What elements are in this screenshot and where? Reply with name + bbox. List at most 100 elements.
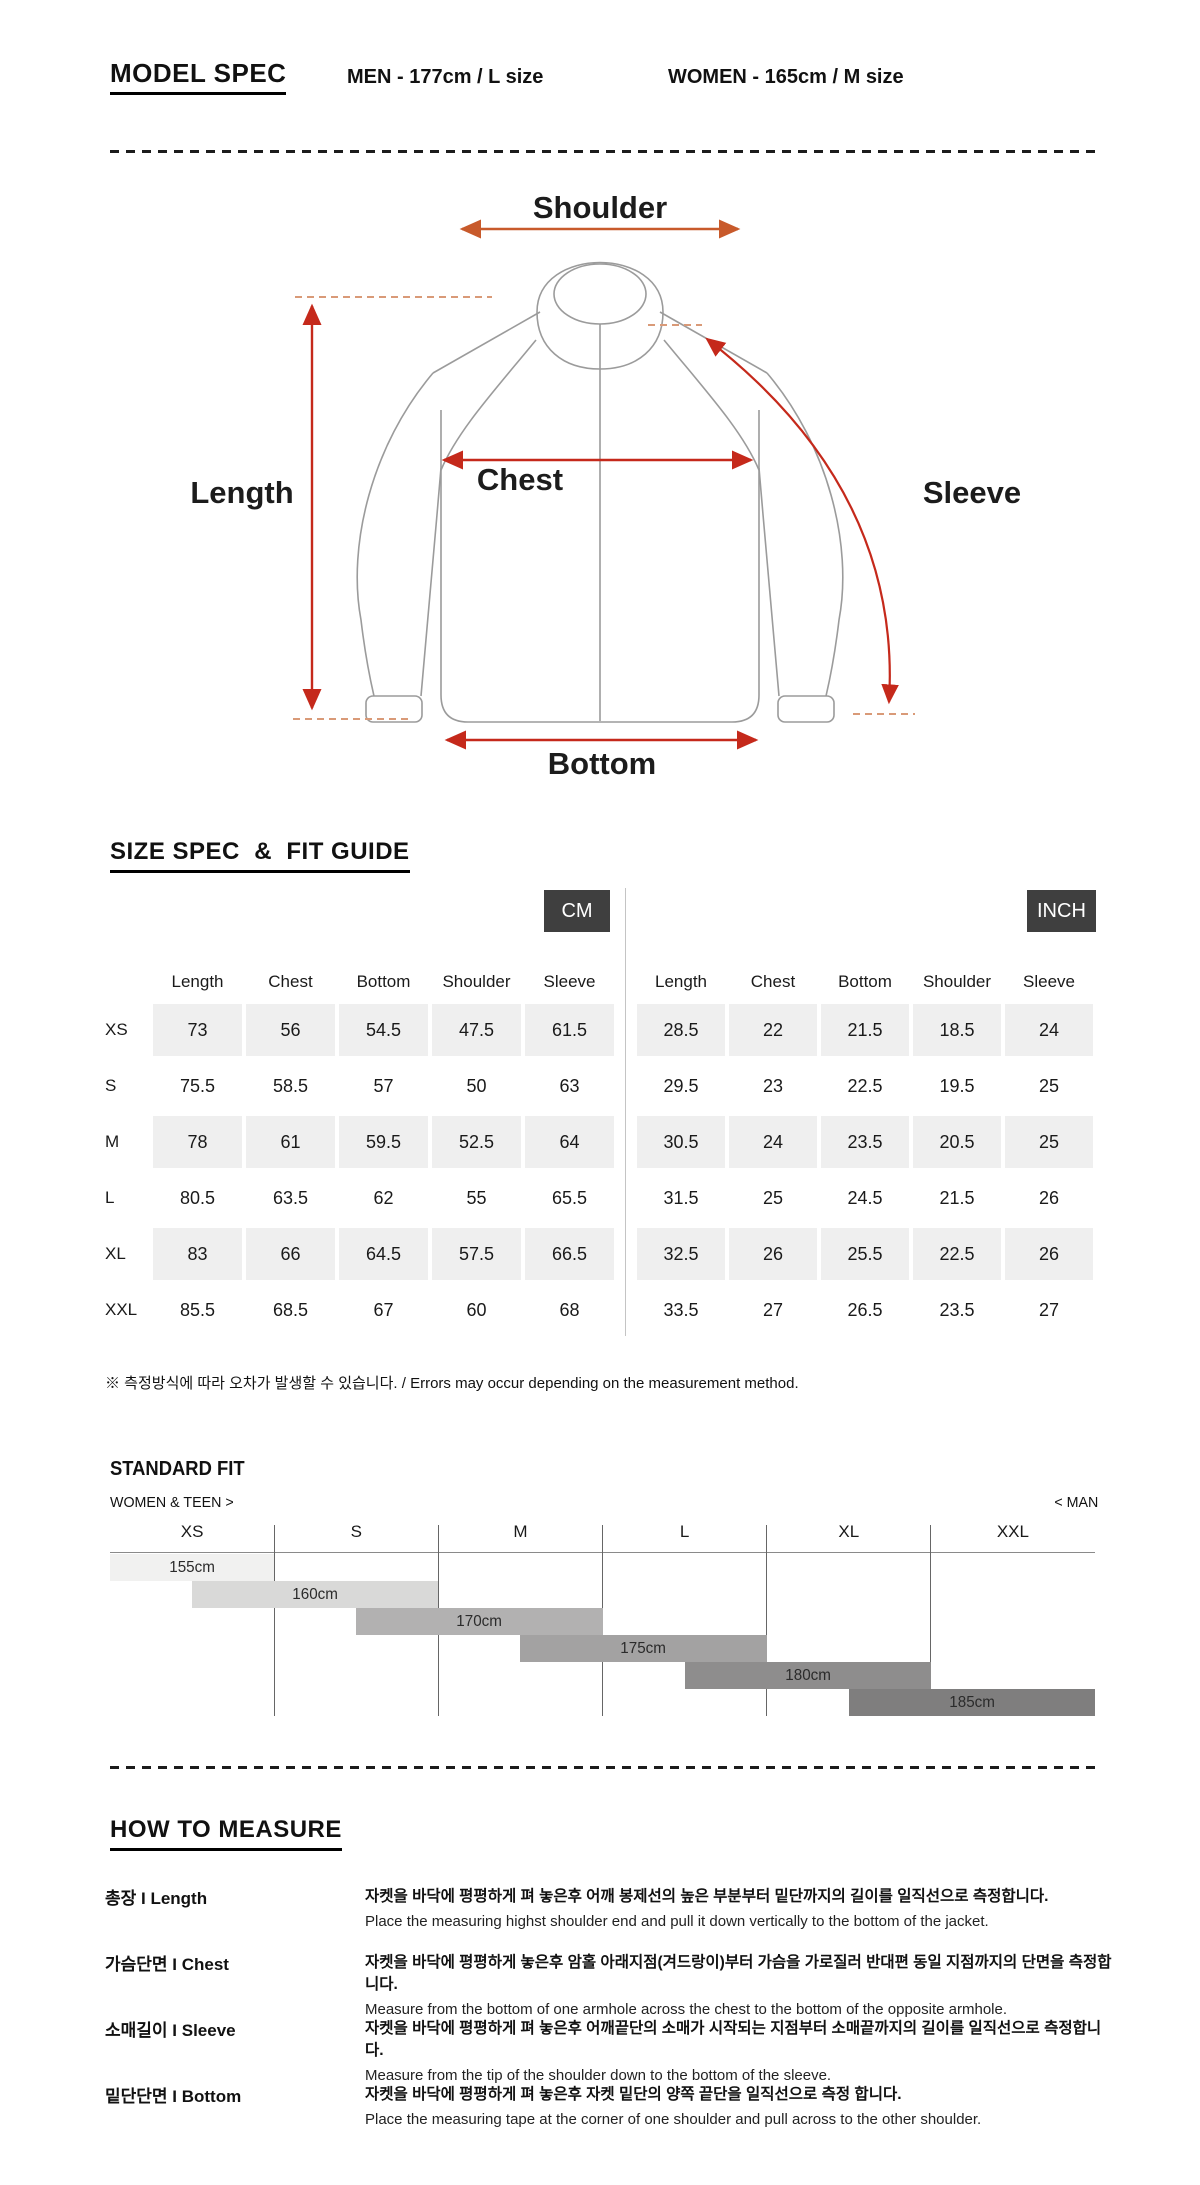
fit-bar-label: 180cm xyxy=(784,1667,831,1684)
measure-desc-korean: 자켓을 바닥에 평평하게 펴 놓은후 어깨끝단의 소매가 시작되는 지점부터 소… xyxy=(365,2020,1102,2059)
fit-bar-label: 160cm xyxy=(292,1586,339,1603)
table-cell: 23.5 xyxy=(821,1116,909,1168)
standard-fit-heading: STANDARD FIT xyxy=(110,1458,245,1480)
table-cell: 25.5 xyxy=(821,1228,909,1280)
table-cell: 29.5 xyxy=(663,1076,699,1096)
chest-label: Chest xyxy=(477,462,563,497)
measure-row-desc: 자켓을 바닥에 평평하게 놓은후 암홀 아래지점(겨드랑이)부터 가슴을 가로질… xyxy=(365,1950,1115,2018)
table-cell: 61.5 xyxy=(525,1004,614,1056)
table-cell: 47.5 xyxy=(432,1004,521,1056)
table-cell: 22.5 xyxy=(847,1076,883,1096)
measure-desc-korean: 자켓을 바닥에 평평하게 펴 놓은후 어깨 봉제선의 높은 부분부터 밑단까지의… xyxy=(365,1888,1049,1905)
table-cell: 80.5 xyxy=(179,1188,216,1208)
table-cell: 33.5 xyxy=(663,1300,699,1320)
fit-category-label: L xyxy=(679,1522,690,1541)
table-cell: 18.5 xyxy=(913,1004,1001,1056)
table-cell: 59.5 xyxy=(339,1116,428,1168)
table-cell: 55 xyxy=(466,1188,487,1208)
table-cell: 75.5 xyxy=(179,1076,216,1096)
table-cell: 23 xyxy=(762,1076,784,1096)
table-cell: 24 xyxy=(1005,1004,1093,1056)
table-cell: 26 xyxy=(729,1228,817,1280)
table-corner xyxy=(105,992,149,1000)
fit-man-label: < MAN xyxy=(1054,1494,1098,1511)
fit-bar: 180cm xyxy=(684,1662,931,1689)
sleeve-arrow xyxy=(705,337,899,705)
table-cell: 62 xyxy=(373,1188,394,1208)
measure-desc-korean: 자켓을 바닥에 평평하게 펴 놓은후 자켓 밑단의 양쪽 끝단을 일직선으로 측… xyxy=(365,2086,902,2103)
dimension-ticks xyxy=(293,296,915,720)
how-to-measure-heading: HOW TO MEASURE xyxy=(110,1816,342,1851)
column-header: Shoulder xyxy=(922,972,992,991)
table-cell: 21.5 xyxy=(821,1004,909,1056)
fit-category-label: S xyxy=(350,1522,362,1541)
fit-category-label: XL xyxy=(838,1522,860,1541)
table-cell: 24 xyxy=(729,1116,817,1168)
fit-bar: 155cm xyxy=(110,1554,275,1581)
table-cell: 28.5 xyxy=(637,1004,725,1056)
table-cell: 64 xyxy=(525,1116,614,1168)
measure-row-desc: 자켓을 바닥에 평평하게 펴 놓은후 자켓 밑단의 양쪽 끝단을 일직선으로 측… xyxy=(365,2082,1115,2128)
measure-row-desc: 자켓을 바닥에 평평하게 펴 놓은후 어깨 봉제선의 높은 부분부터 밑단까지의… xyxy=(365,1884,1115,1930)
table-cell: 50 xyxy=(466,1076,487,1096)
size-table-cm: Length Chest Bottom Shoulder Sleeve XS 73 56 54.… xyxy=(105,956,614,1336)
fit-column-divider xyxy=(273,1525,275,1716)
table-cell: 25 xyxy=(1038,1076,1060,1096)
measure-desc-korean: 자켓을 바닥에 평평하게 놓은후 암홀 아래지점(겨드랑이)부터 가슴을 가로질… xyxy=(365,1954,1112,1993)
measure-row-desc: 자켓을 바닥에 평평하게 펴 놓은후 어깨끝단의 소매가 시작되는 지점부터 소… xyxy=(365,2016,1115,2084)
jacket-measurement-diagram: Shoulder Length Chest Sleeve Bottom xyxy=(190,190,1021,781)
length-label: Length xyxy=(190,475,293,510)
table-cell: 73 xyxy=(153,1004,242,1056)
column-header: Sleeve xyxy=(1023,972,1075,991)
table-cell: 57.5 xyxy=(432,1228,521,1280)
table-cell: 54.5 xyxy=(339,1004,428,1056)
fit-bar: 185cm xyxy=(848,1689,1095,1716)
column-header: Shoulder xyxy=(442,972,511,991)
column-header: Length xyxy=(655,972,707,991)
fit-bar-label: 185cm xyxy=(949,1694,995,1711)
table-cell: 67 xyxy=(373,1300,394,1320)
fit-column-divider xyxy=(602,1525,603,1716)
fit-category-label: M xyxy=(513,1522,528,1541)
table-cell: 63 xyxy=(559,1076,580,1096)
measurement-error-note: ※ 측정방식에 따라 오차가 발생할 수 있습니다. / Errors may … xyxy=(105,1375,799,1392)
table-cell: 64.5 xyxy=(339,1228,428,1280)
table-cell: 63.5 xyxy=(272,1188,309,1208)
measure-desc-english: Place the measuring highst shoulder end … xyxy=(365,1913,989,1930)
how-to-measure-rows: 총장 I Length 자켓을 바닥에 평평하게 펴 놓은후 어깨 봉제선의 높은… xyxy=(105,1884,1115,2184)
measure-desc-english: Measure from the bottom of one armhole a… xyxy=(365,2001,1008,2018)
table-cell: 27 xyxy=(1038,1300,1060,1320)
table-cell: 52.5 xyxy=(432,1116,521,1168)
table-cell: 57 xyxy=(373,1076,394,1096)
column-header: Bottom xyxy=(838,972,892,991)
table-cell: 23.5 xyxy=(939,1300,975,1320)
size-spec-heading: SIZE SPEC & FIT GUIDE xyxy=(110,838,410,873)
table-divider-line xyxy=(625,888,626,1336)
column-header: Length xyxy=(171,972,224,991)
table-cell: 66.5 xyxy=(525,1228,614,1280)
table-cell: 26.5 xyxy=(847,1300,883,1320)
table-cell: 32.5 xyxy=(637,1228,725,1280)
table-cell: 24.5 xyxy=(847,1188,883,1208)
fit-size-labels: XS S M L XL XXL xyxy=(110,1522,1095,1550)
model-spec-men: MEN - 177cm / L size xyxy=(347,66,544,88)
fit-bar-label: 170cm xyxy=(456,1613,503,1630)
column-header: Chest xyxy=(750,972,796,991)
measure-desc-english: Place the measuring tape at the corner o… xyxy=(365,2111,982,2128)
table-cell: 56 xyxy=(246,1004,335,1056)
table-cell: 26 xyxy=(1005,1228,1093,1280)
table-cell: 25 xyxy=(762,1188,784,1208)
row-size-label: M xyxy=(105,1132,120,1151)
fit-bar-label: 155cm xyxy=(169,1559,215,1576)
measure-row-label: 소매길이 I Sleeve xyxy=(105,2021,236,2040)
measure-row-label: 총장 I Length xyxy=(105,1889,208,1908)
fit-bar: 170cm xyxy=(356,1608,603,1635)
table-cell: 68.5 xyxy=(272,1300,309,1320)
table-cell: 20.5 xyxy=(913,1116,1001,1168)
column-header: Bottom xyxy=(356,972,411,991)
table-cell: 68 xyxy=(559,1300,580,1320)
dashed-divider-top xyxy=(110,150,1098,153)
table-cell: 31.5 xyxy=(663,1188,699,1208)
table-cell: 85.5 xyxy=(179,1300,216,1320)
